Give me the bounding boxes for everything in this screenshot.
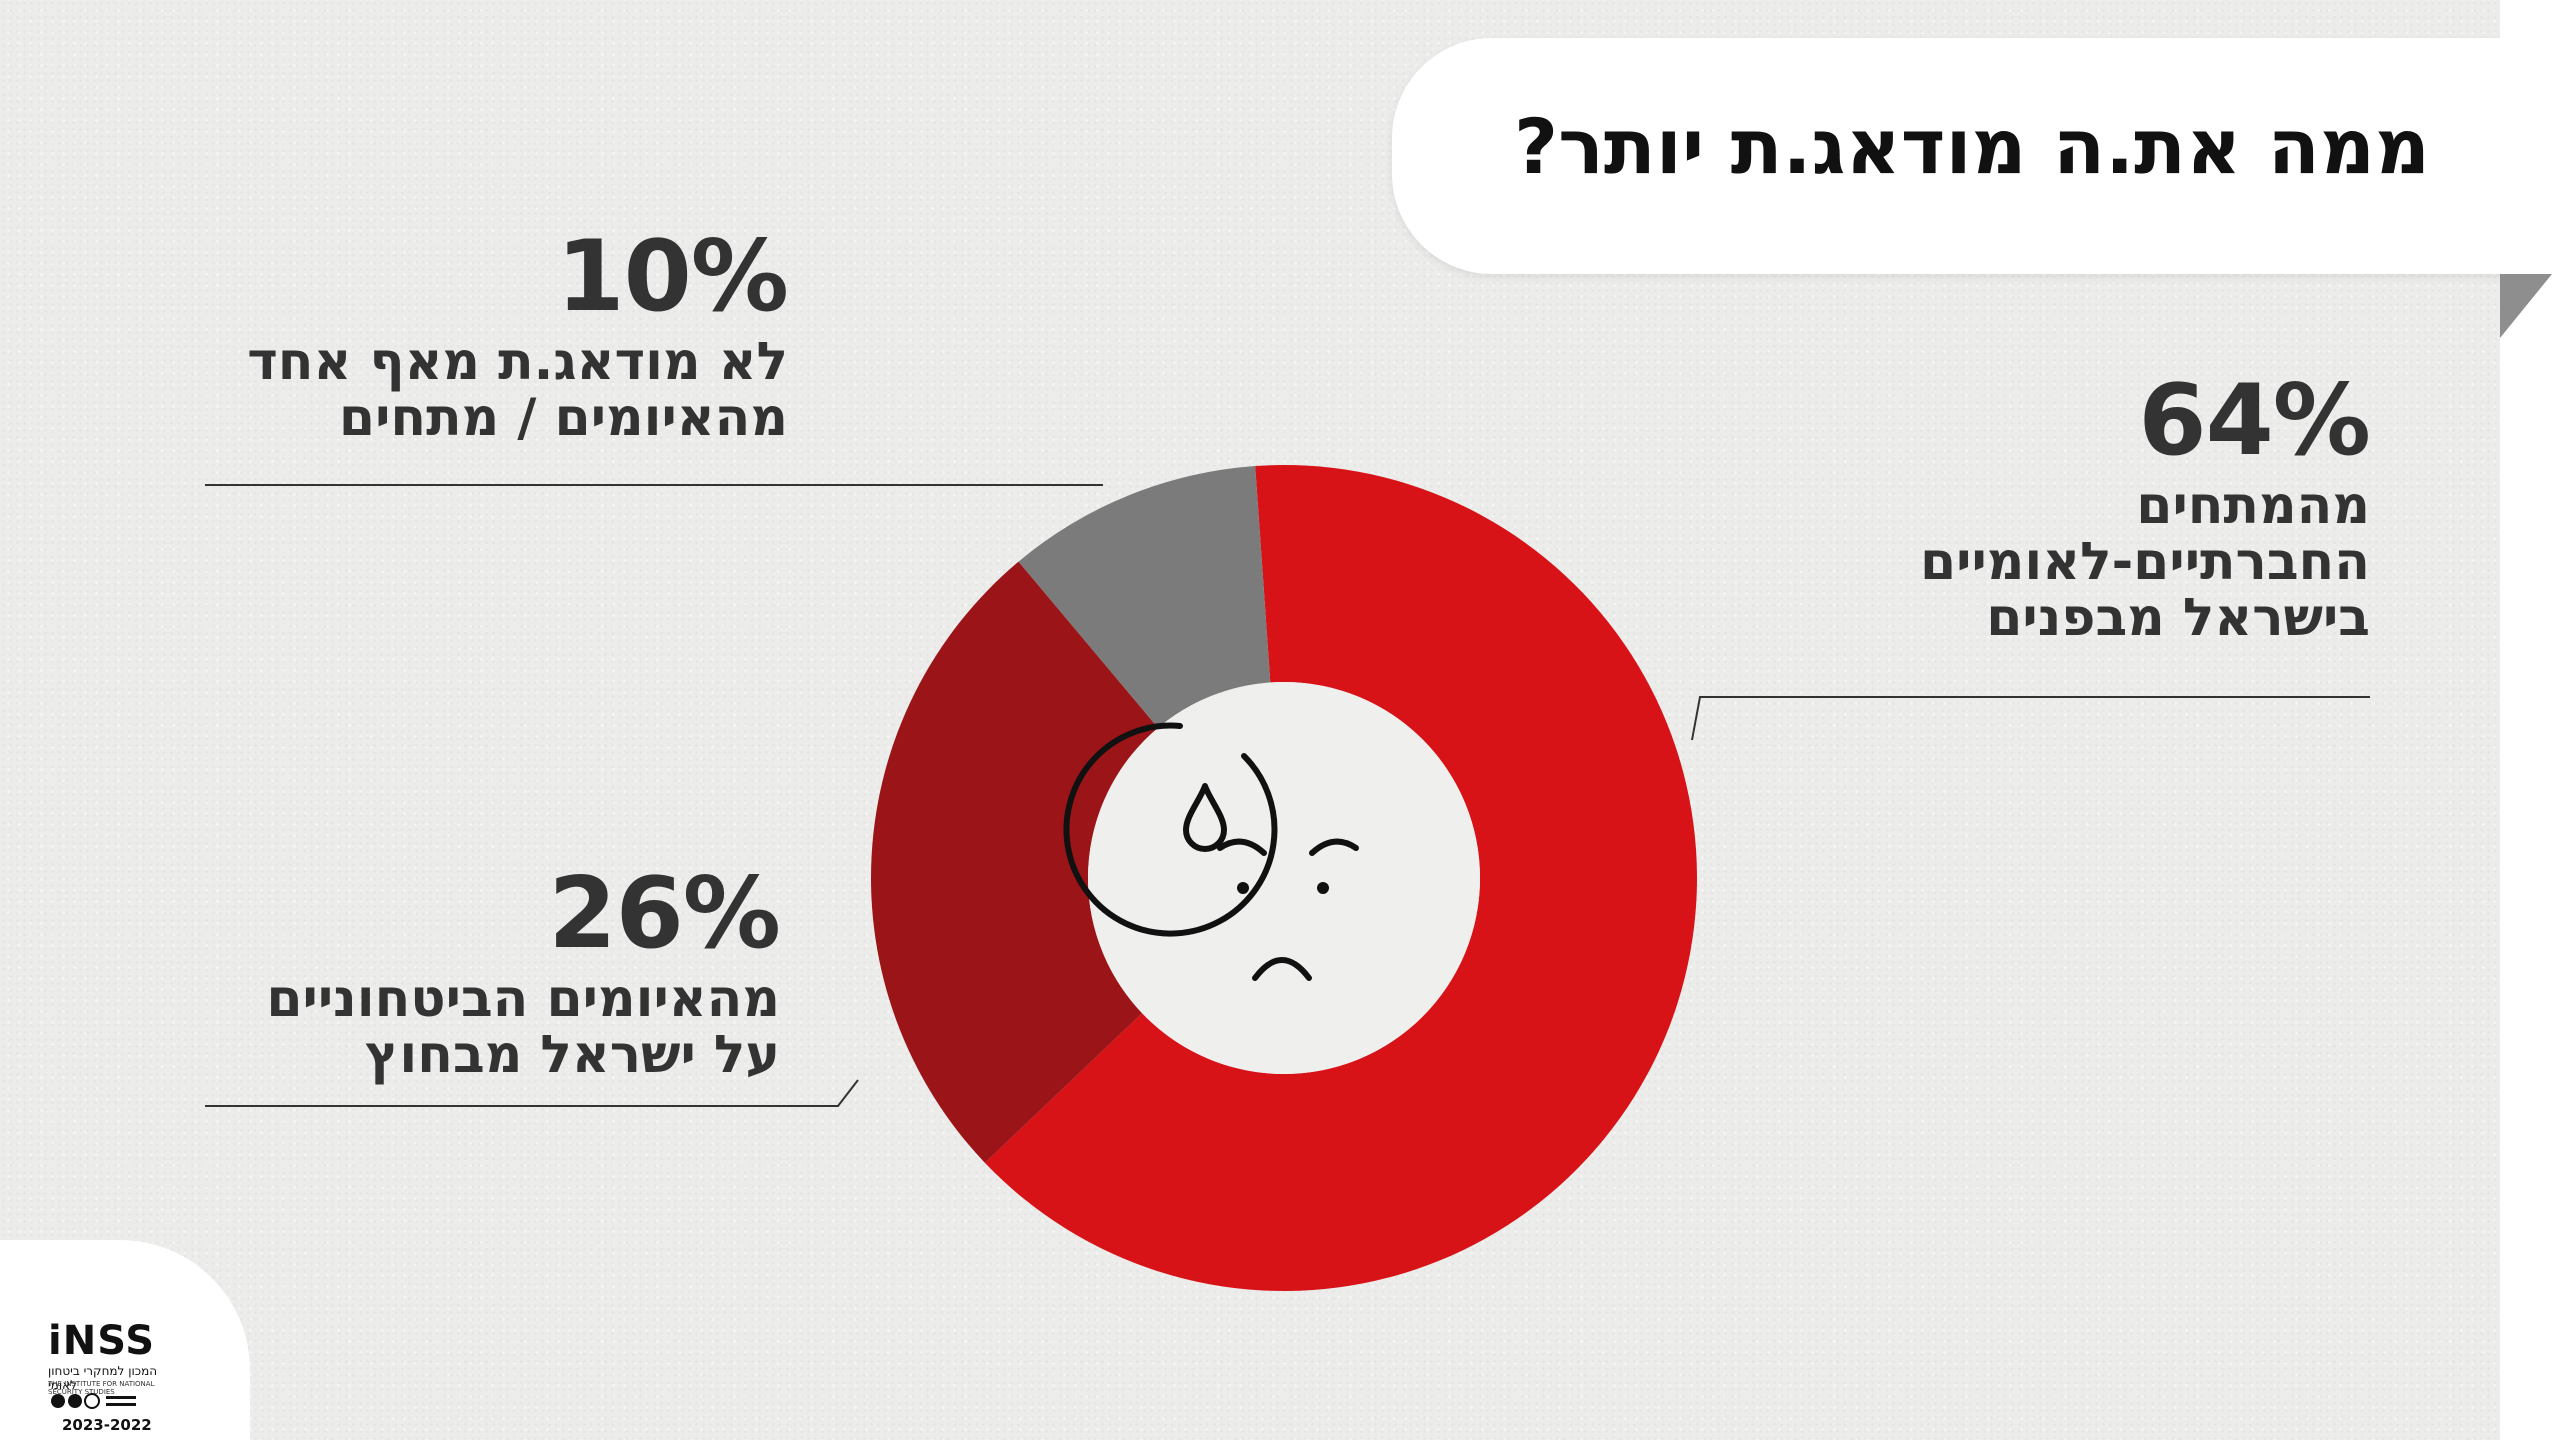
inss-logo: iNSS [48, 1318, 156, 1364]
logo-subtitle: המכון למחקרי ביטחון לאומי [48, 1364, 158, 1392]
worried-sweat-face-icon [1063, 722, 1359, 981]
donut-chart [205, 464, 2370, 1291]
slice-internal [984, 464, 1697, 1291]
title-banner: ממה את.ה מודאג.ת יותר? [1392, 38, 2500, 274]
label-external-text: מהאיומים הביטחוניים על ישראל מבחוץ [266, 969, 780, 1085]
label-internal-text: מהמתחים החברתיים-לאומיים בישראל מבפנים [1919, 476, 2370, 648]
slice-none [1018, 466, 1271, 728]
label-internal-percent: 64% [2138, 364, 2371, 478]
label-none: 10% לא מודאג.ת מאף אחד מהאיומים / מתחים [247, 220, 789, 448]
logo-english-name: THE INSTITUTE FOR NATIONAL SECURITY STUD… [48, 1380, 155, 1396]
label-external: 26% מהאיומים הביטחוניים על ישראל מבחוץ [266, 857, 781, 1085]
logo-block: iNSS המכון למחקרי ביטחון לאומי THE INSTI… [0, 1240, 250, 1440]
leader-line-internal [1691, 696, 2370, 741]
infographic-canvas: ממה את.ה מודאג.ת יותר? 64% מהמתחים החברת… [0, 0, 2500, 1440]
label-none-text: לא מודאג.ת מאף אחד מהאיומים / מתחים [247, 332, 788, 448]
logo-years: 2023-2022 [62, 1416, 152, 1434]
slice-external [871, 561, 1159, 1163]
label-none-percent: 10% [556, 220, 789, 334]
donut-hole [1088, 682, 1480, 1074]
leader-line-external [205, 1079, 859, 1107]
page-title: ממה את.ה מודאג.ת יותר? [1514, 102, 2430, 191]
title-banner-fold [2500, 274, 2552, 338]
label-external-percent: 26% [548, 857, 781, 971]
label-internal: 64% מהמתחים החברתיים-לאומיים בישראל מבפנ… [1919, 364, 2371, 648]
partner-logos-icon [51, 1393, 136, 1409]
